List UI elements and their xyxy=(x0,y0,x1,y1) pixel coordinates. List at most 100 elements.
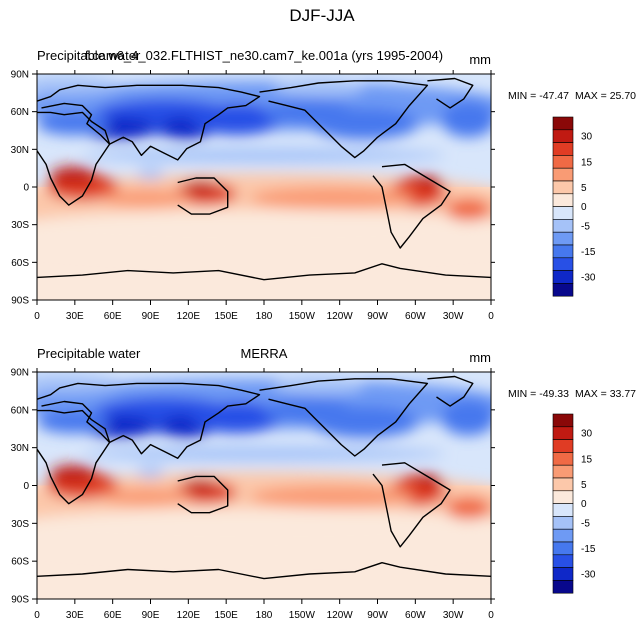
panel2-field xyxy=(37,372,491,599)
panel2-contour-region xyxy=(445,496,491,520)
colorbar-label: 15 xyxy=(581,157,593,168)
panel1-y-tick-label: 60N xyxy=(11,107,29,118)
panel-2: 0 30E 60E 90E 120E 150E 180 150W 120W 90W 60W 30W 09… xyxy=(11,368,596,622)
panel2-max: MAX = 33.77 xyxy=(575,388,636,400)
colorbar-box xyxy=(552,426,574,440)
colorbar-box xyxy=(552,244,574,259)
colorbar-box xyxy=(552,567,574,581)
panel1-x-tick-label: 90E xyxy=(142,311,160,322)
colorbar-label: -15 xyxy=(581,247,596,258)
panel2-x-tick-label: 60W xyxy=(405,610,426,621)
colorbar-label: -30 xyxy=(581,570,596,581)
panel2-contours xyxy=(37,374,491,554)
panel1-contour-region xyxy=(445,198,491,221)
colorbar-box xyxy=(552,554,574,568)
panel2-contour-region xyxy=(82,446,446,461)
colorbar-box xyxy=(552,142,574,156)
panel1-contour-region xyxy=(100,189,192,208)
colorbar-label: -5 xyxy=(581,518,590,529)
colorbar-box xyxy=(552,129,574,143)
panel2-left-title: Precipitable water xyxy=(37,346,141,361)
panel1-x-tick-label: 150E xyxy=(214,311,238,322)
colorbar-label: 0 xyxy=(581,202,587,213)
panel2-x-tick-label: 90E xyxy=(142,610,160,621)
panel1-min: MIN = -47.47 xyxy=(508,90,569,102)
colorbar-box xyxy=(552,155,574,169)
panel1-contour-region xyxy=(50,166,97,185)
panel2-x-tick-label: 150E xyxy=(214,610,238,621)
panel1-contour-region xyxy=(136,167,165,180)
panel2-contour-region xyxy=(136,466,165,478)
panel2-x-tick-label: 30W xyxy=(443,610,464,621)
panel2-contour-region xyxy=(250,485,414,509)
panel2-y-tick-label: 90S xyxy=(11,595,29,606)
panel1-y-tick-label: 90S xyxy=(11,296,29,307)
colorbar-label: 30 xyxy=(581,132,593,143)
colorbar-box xyxy=(552,270,574,284)
panel1-x-tick-label: 30W xyxy=(443,311,464,322)
panel2-colorbar: 30 15 5 0 -5 -15 -30 xyxy=(552,413,596,594)
panel2-coastline xyxy=(427,375,474,407)
colorbar-box xyxy=(552,206,574,220)
colorbar-box xyxy=(552,477,574,492)
panel1-left-title: Precipitable water xyxy=(37,48,141,63)
colorbar-box xyxy=(552,464,574,479)
panel1-x-tick-label: 90W xyxy=(367,311,388,322)
colorbar-box xyxy=(552,193,574,207)
panel1-field xyxy=(37,74,491,300)
panel2-y-tick-label: 60N xyxy=(11,405,29,416)
panel1-coastline xyxy=(427,77,474,109)
panel1-contour-region xyxy=(273,78,364,97)
panel2-y-tick-label: 60S xyxy=(11,557,29,568)
panel1-contour-region xyxy=(82,148,446,163)
colorbar-label: -30 xyxy=(581,273,596,284)
colorbar-label: 5 xyxy=(581,480,587,491)
colorbar-box xyxy=(552,116,574,131)
colorbar-box xyxy=(552,516,574,530)
panel1-x-tick-label: 180 xyxy=(256,311,273,322)
panel1-x-tick-label: 150W xyxy=(289,311,316,322)
panel2-x-tick-label: 120W xyxy=(327,610,354,621)
panel1-units: mm xyxy=(469,52,491,67)
panel2-coastline xyxy=(259,378,429,457)
panel1-contour-region xyxy=(182,180,219,194)
panel2-contour-region xyxy=(50,465,97,484)
panel1-coastline xyxy=(259,80,429,159)
panel2-x-tick-label: 120E xyxy=(177,610,201,621)
panel2-units: mm xyxy=(469,350,491,365)
panel2-y-tick-label: 0 xyxy=(23,481,29,492)
panel2-x-tick-label: 60E xyxy=(104,610,122,621)
panel2-center-title: MERRA xyxy=(240,346,288,361)
panel2-contour-region xyxy=(37,508,491,554)
panel2-contour-region xyxy=(182,478,219,493)
panel1-coastline xyxy=(37,84,261,161)
panel2-x-tick-label: 30E xyxy=(66,610,84,621)
panel2-coastline xyxy=(177,475,229,514)
panel1-contour-region xyxy=(250,187,414,210)
panel1-y-tick-label: 60S xyxy=(11,258,29,269)
colorbar-box xyxy=(552,257,574,271)
panel1-x-tick-label: 30E xyxy=(66,311,84,322)
panel2-contour-region xyxy=(413,474,442,488)
panel2-coastline xyxy=(37,382,261,459)
panel1-y-tick-label: 30N xyxy=(11,145,29,156)
panel1-x-tick-label: 60W xyxy=(405,311,426,322)
panel2-min: MIN = -49.33 xyxy=(508,388,569,400)
panel2-y-tick-label: 30N xyxy=(11,443,29,454)
colorbar-box xyxy=(552,231,574,246)
colorbar-label: 30 xyxy=(581,429,593,440)
panel1-y-tick-label: 0 xyxy=(23,183,29,194)
panel2-x-tick-label: 90W xyxy=(367,610,388,621)
panel1-center-title: f.cam6_4_032.FLTHIST_ne30.cam7_ke.001a (… xyxy=(84,48,444,63)
panel1-coastline xyxy=(177,177,229,215)
panel2-coastline xyxy=(372,462,451,548)
panel1-x-tick-label: 60E xyxy=(104,311,122,322)
panel1-contour-region xyxy=(413,175,442,190)
colorbar-box xyxy=(552,490,574,504)
colorbar-box xyxy=(552,413,574,428)
panel1-contour-region xyxy=(191,103,283,136)
panel2-x-tick-label: 0 xyxy=(488,610,494,621)
panel2-coastline xyxy=(37,400,111,505)
panel2-x-tick-label: 180 xyxy=(256,610,273,621)
